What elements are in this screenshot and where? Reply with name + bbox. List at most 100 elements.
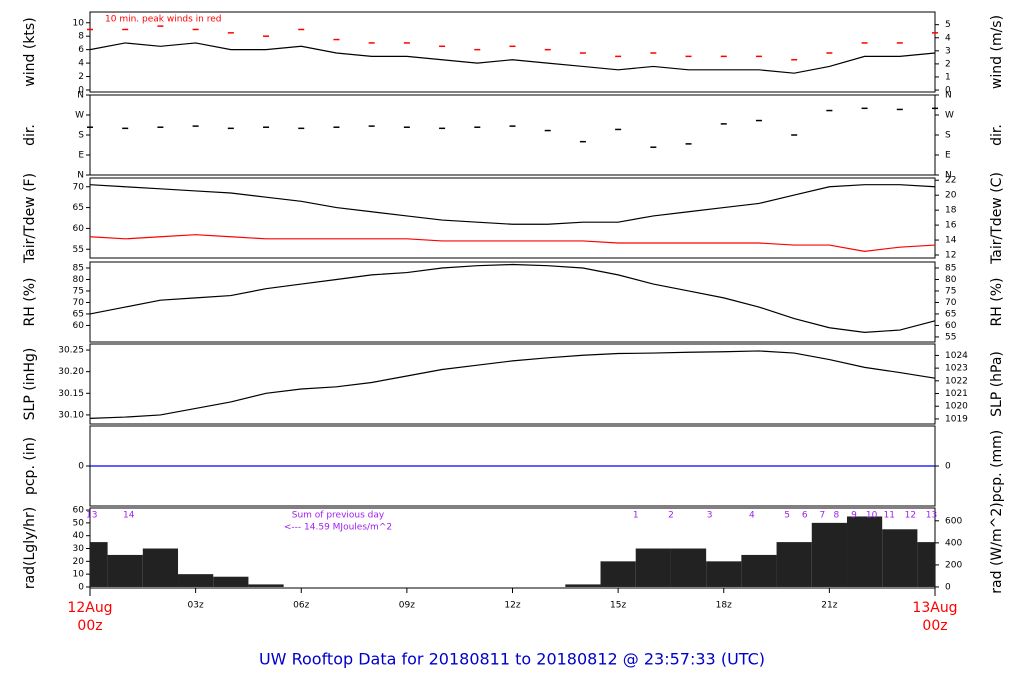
panel-frame: [89, 11, 936, 93]
y2-tick-label: 1023: [945, 364, 968, 374]
x-tick-label: 18z: [716, 601, 732, 611]
y-tick-label: 30.10: [58, 410, 84, 420]
chart-title: UW Rooftop Data for 20180811 to 20180812…: [259, 650, 765, 669]
y2-tick-label: 1022: [945, 376, 968, 386]
y-tick-label: 85: [73, 263, 84, 273]
y-tick-label: 70: [73, 182, 85, 192]
y-tick-label: N: [77, 91, 84, 101]
hour-mark: 5: [784, 511, 790, 521]
x-date-label: 12Aug: [67, 600, 112, 616]
hour-mark: 12: [905, 511, 916, 521]
y2-tick-label: 80: [945, 275, 957, 285]
y-tick-label: 75: [73, 286, 84, 296]
annotation: <--- 14.59 MJoules/m^2: [284, 523, 392, 533]
y2-tick-label: 18: [945, 206, 957, 216]
bar: [90, 542, 108, 587]
y-tick-label: 30: [73, 544, 85, 554]
annotation: Sum of previous day: [292, 511, 385, 521]
bar: [178, 574, 214, 587]
bar: [882, 529, 918, 587]
y2-tick-label: 85: [945, 263, 956, 273]
y-axis-label: RH (%): [22, 278, 38, 327]
y2-tick-label: 3: [945, 46, 951, 56]
y-tick-label: 65: [73, 203, 84, 213]
x-time-label: 00z: [77, 618, 102, 634]
y2-tick-label: S: [945, 131, 951, 141]
y2-tick-label: 1020: [945, 402, 968, 412]
y2-tick-label: 55: [945, 332, 956, 342]
y2-tick-label: 400: [945, 538, 962, 548]
x-tick-label: 21z: [821, 601, 837, 611]
y2-tick-label: 5: [945, 20, 951, 30]
hour-mark: 7: [819, 511, 825, 521]
x-time-label: 00z: [922, 618, 947, 634]
y2-tick-label: 1024: [945, 351, 968, 361]
y-tick-label: 30.15: [58, 389, 84, 399]
y2-tick-label: 1: [945, 72, 951, 82]
series-line: [89, 234, 936, 252]
y-axis-label: wind (kts): [22, 17, 38, 86]
bar: [635, 548, 671, 587]
series-line: [89, 184, 936, 225]
bar: [706, 561, 742, 587]
series-line: [89, 263, 936, 333]
y-tick-label: 30.20: [58, 367, 84, 377]
x-tick-label: 06z: [293, 601, 309, 611]
y2-tick-label: N: [945, 171, 952, 181]
panel-frame: [89, 343, 936, 425]
y-tick-label: 60: [73, 224, 85, 234]
y2-axis-label: dir.: [989, 124, 1005, 146]
y2-tick-label: 2: [945, 59, 951, 69]
y2-tick-label: 14: [945, 236, 957, 246]
hour-mark: 4: [749, 511, 755, 521]
y-tick-label: W: [75, 111, 84, 121]
hour-mark: 13: [86, 511, 97, 521]
x-tick-label: 03z: [188, 601, 204, 611]
y2-tick-label: 65: [945, 309, 956, 319]
y-axis-label: pcp. (in): [22, 437, 38, 495]
y-tick-label: 65: [73, 309, 84, 319]
y-tick-label: 50: [73, 518, 85, 528]
y-tick-label: 0: [78, 85, 84, 95]
y2-tick-label: 1019: [945, 414, 968, 424]
series-line: [89, 42, 936, 74]
y-axis-label: SLP (inHg): [22, 348, 38, 421]
hour-mark: 9: [851, 511, 857, 521]
y-tick-label: 40: [73, 531, 85, 541]
hour-mark: 6: [802, 511, 808, 521]
bar: [917, 542, 935, 587]
y2-tick-label: 16: [945, 221, 957, 231]
y-tick-label: 8: [78, 32, 84, 42]
x-tick-label: 12z: [504, 601, 520, 611]
y-tick-label: 70: [73, 298, 85, 308]
y-tick-label: 30.25: [58, 346, 84, 356]
y2-tick-label: 75: [945, 286, 956, 296]
bar: [811, 522, 847, 587]
y-axis-label: Tair/Tdew (F): [22, 173, 38, 264]
y-tick-label: 60: [73, 321, 85, 331]
hour-mark: 8: [834, 511, 840, 521]
bar: [741, 554, 777, 587]
y2-tick-label: 70: [945, 298, 957, 308]
y-tick-label: 80: [73, 275, 85, 285]
y2-axis-label: RH (%): [989, 278, 1005, 327]
y-tick-label: S: [78, 131, 84, 141]
bar: [846, 516, 883, 587]
y2-tick-label: 22: [945, 176, 956, 186]
hour-mark: 10: [866, 511, 878, 521]
x-tick-label: 09z: [399, 601, 415, 611]
bar: [142, 548, 179, 587]
series-line: [89, 350, 936, 419]
y2-tick-label: 200: [945, 560, 962, 570]
y2-tick-label: 12: [945, 251, 956, 261]
y-tick-label: 0: [78, 582, 84, 592]
bar: [776, 542, 812, 587]
hour-mark: 1: [633, 511, 639, 521]
bar: [248, 584, 284, 587]
bar: [107, 554, 143, 587]
bar: [670, 548, 707, 587]
y2-tick-label: 0: [945, 582, 951, 592]
y2-tick-label: 4: [945, 33, 951, 43]
